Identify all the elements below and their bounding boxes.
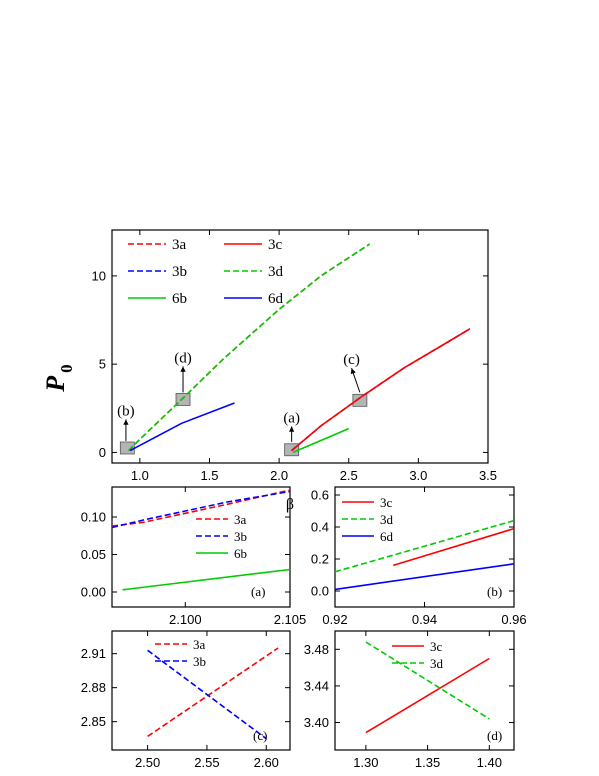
- x-tick-label: 2.5: [340, 468, 358, 483]
- x-tick-label: 1.5: [200, 468, 218, 483]
- series-line-3b: [291, 328, 471, 452]
- x-tick-label: 0.92: [322, 612, 347, 627]
- chart-main-axes: [111, 229, 489, 464]
- series-line-3a: [128, 243, 371, 452]
- y-tick-label: 0: [99, 445, 106, 460]
- x-tick-label: 0.96: [501, 612, 526, 627]
- chart-d-axes: [334, 630, 515, 751]
- y-tick-label: 0.0: [311, 584, 329, 599]
- legend-label-6b: 6b: [234, 546, 247, 561]
- y-tick-label: 10: [92, 268, 106, 283]
- zoom-annotation-label: (d): [174, 350, 192, 366]
- zoom-box: [352, 393, 368, 407]
- chart-d-plot: [365, 641, 490, 734]
- x-tick-label: 2.55: [194, 755, 219, 770]
- zoom-annotation-label: (b): [117, 403, 135, 419]
- series-line-6d: [129, 402, 235, 452]
- legend-label-3b: 3b: [193, 654, 206, 669]
- series-line-3a: [147, 647, 279, 738]
- series-line-3c: [392, 527, 514, 567]
- legend-label-3b: 3b: [234, 529, 247, 544]
- chart-a-axes: [111, 486, 291, 608]
- x-tick-label: 2.100: [169, 612, 202, 627]
- y-tick-label: 3.44: [304, 678, 329, 693]
- y-tick-label: 0.05: [81, 547, 106, 562]
- y-axis-label-main: P0: [41, 364, 76, 392]
- series-line-3d: [335, 519, 514, 573]
- y-tick-label: 0.4: [311, 520, 329, 535]
- legend-label-6d: 6d: [268, 291, 284, 307]
- y-tick-label: 2.91: [81, 646, 106, 661]
- series-line-3c: [365, 657, 490, 734]
- x-axis-label-beta: β: [286, 496, 294, 513]
- panel-label-a: (a): [251, 584, 265, 599]
- series-line-3b: [112, 490, 290, 529]
- series-line-3a: [112, 489, 290, 527]
- x-tick-label: 2.0: [270, 468, 288, 483]
- annotation-arrow-head: [123, 419, 129, 425]
- chart-b-axes: [334, 486, 515, 608]
- x-tick-label: 2.50: [135, 755, 160, 770]
- y-tick-label: 3.48: [304, 642, 329, 657]
- chart-d-frame: [334, 630, 515, 751]
- chart-a-plot: [112, 489, 290, 591]
- series-line-6d: [335, 563, 514, 591]
- legend-label-3d: 3d: [380, 512, 394, 527]
- x-tick-label: 1.30: [353, 755, 378, 770]
- zoom-annotation-label: (a): [283, 410, 300, 426]
- legend-label-3c: 3c: [268, 237, 283, 253]
- legend-label-3b: 3b: [172, 264, 187, 280]
- legend-label-6d: 6d: [380, 529, 394, 544]
- panel-label-d: (d): [487, 728, 502, 743]
- x-tick-label: 1.35: [415, 755, 440, 770]
- zoom-box: [175, 393, 191, 406]
- y-tick-label: 0.10: [81, 510, 106, 525]
- y-tick-label: 2.85: [81, 714, 106, 729]
- chart-b-plot: [335, 519, 514, 591]
- chart-main-frame: [111, 229, 489, 464]
- chart-c-plot: [147, 647, 279, 740]
- x-tick-label: 2.105: [274, 612, 307, 627]
- y-tick-label: 0.6: [311, 488, 329, 503]
- series-line-6b: [122, 568, 290, 591]
- series-line-3c: [291, 328, 471, 452]
- annotation-arrow-head: [350, 368, 356, 375]
- y-tick-label: 0.2: [311, 552, 329, 567]
- legend-label-3a: 3a: [193, 637, 206, 652]
- chart-c-frame: [111, 630, 291, 751]
- x-tick-label: 1.0: [131, 468, 149, 483]
- legend-label-3d: 3d: [430, 656, 444, 671]
- y-tick-label: 0.00: [81, 585, 106, 600]
- x-tick-label: 2.60: [254, 755, 279, 770]
- annotation-arrow-head: [289, 426, 295, 432]
- series-line-6b: [292, 427, 350, 454]
- y-tick-label: 2.88: [81, 680, 106, 695]
- x-tick-label: 3.5: [479, 468, 497, 483]
- legend-label-3c: 3c: [380, 495, 393, 510]
- annotation-arrow-head: [180, 366, 186, 372]
- x-tick-label: 3.0: [409, 468, 427, 483]
- legend-label-3a: 3a: [234, 512, 247, 527]
- zoom-annotation-label: (c): [343, 352, 360, 368]
- series-line-3d: [128, 243, 371, 452]
- series-line-3d: [365, 641, 490, 720]
- chart-c-axes: [111, 630, 291, 751]
- panel-label-c: (c): [253, 728, 267, 743]
- chart-main-plot: [119, 243, 471, 457]
- legend-label-3a: 3a: [172, 237, 187, 253]
- series-line-3b: [147, 649, 267, 740]
- y-tick-label: 5: [99, 357, 106, 372]
- y-tick-label: 3.40: [304, 715, 329, 730]
- panel-label-b: (b): [487, 584, 502, 599]
- x-tick-label: 0.94: [412, 612, 437, 627]
- x-tick-label: 1.40: [477, 755, 502, 770]
- legend-label-3d: 3d: [268, 264, 284, 280]
- legend-label-3c: 3c: [430, 639, 443, 654]
- legend-label-6b: 6b: [172, 291, 187, 307]
- chart-a-frame: [111, 486, 291, 608]
